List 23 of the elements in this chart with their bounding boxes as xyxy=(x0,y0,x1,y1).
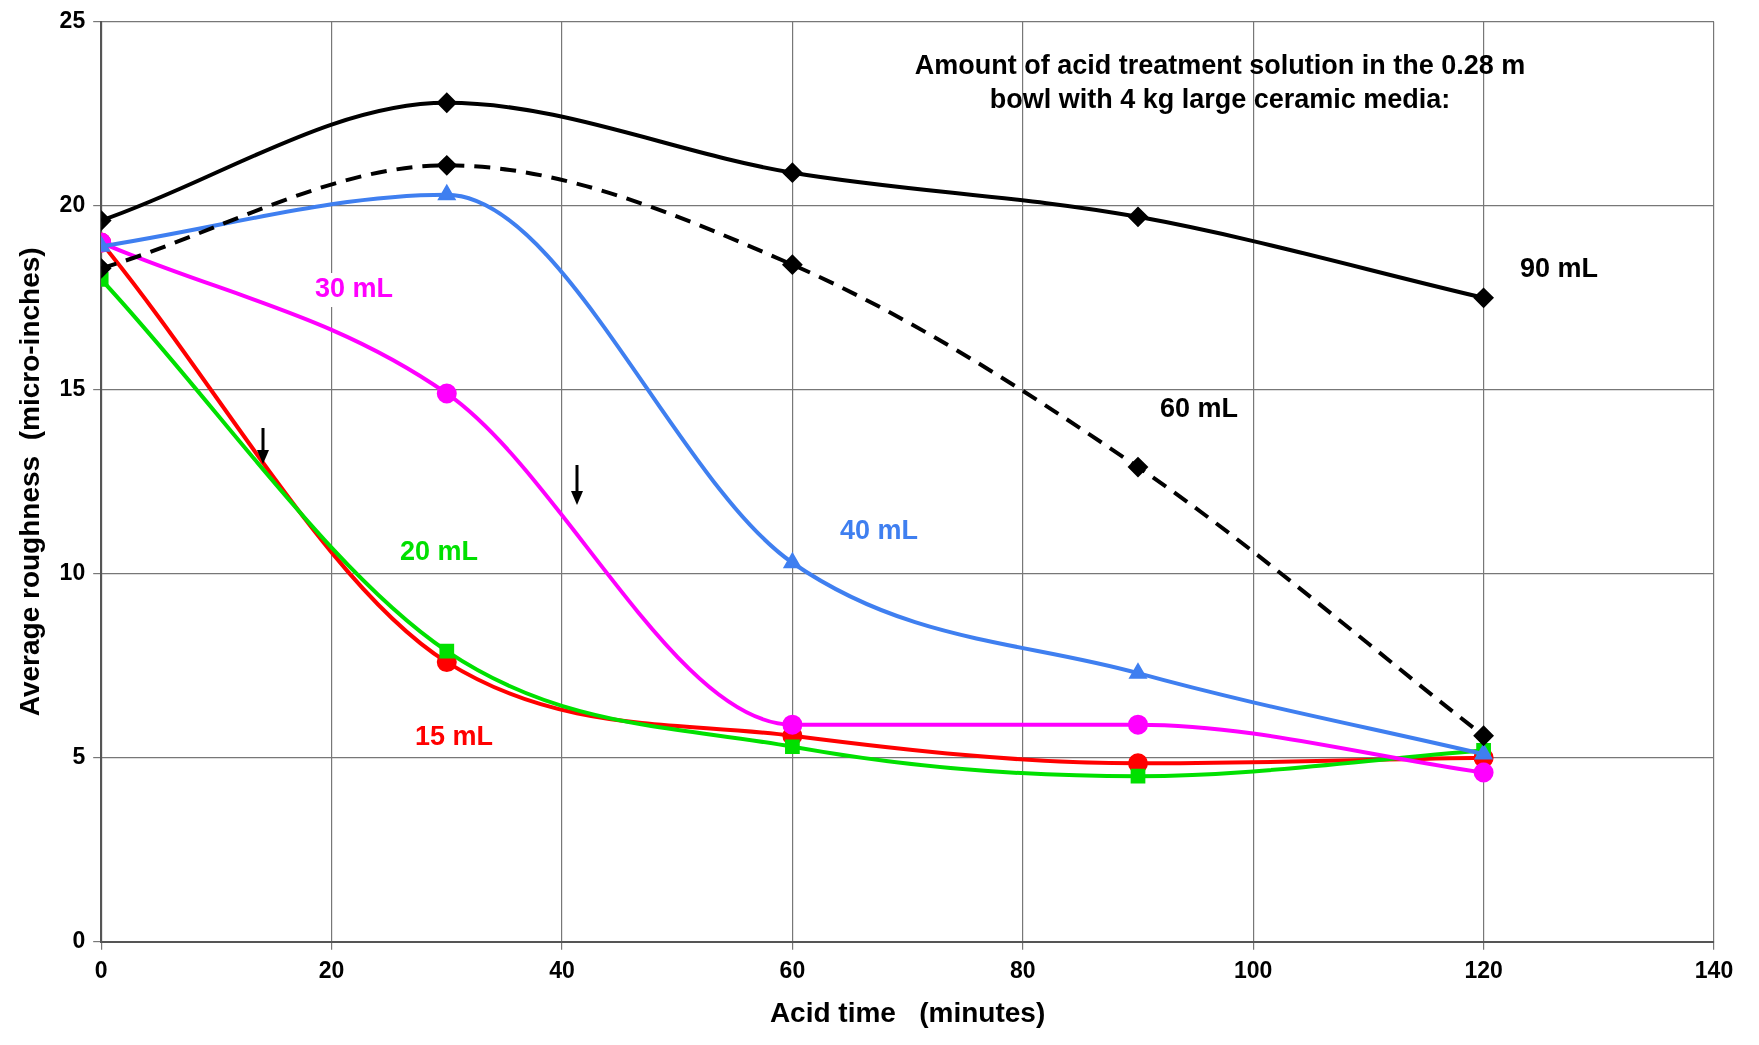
series-label: 90 mL xyxy=(1520,253,1599,284)
y-tick-label: 15 xyxy=(59,375,86,402)
y-tick-label: 0 xyxy=(72,927,86,954)
y-tick-label: 25 xyxy=(59,7,86,34)
series-label: 60 mL xyxy=(1160,393,1239,424)
x-tick-label: 60 xyxy=(779,956,806,983)
x-tick-label: 40 xyxy=(549,956,575,983)
series-label: 15 mL xyxy=(415,721,494,752)
x-tick-label: 120 xyxy=(1464,956,1503,983)
y-axis-title: Average roughness (micro-inches) xyxy=(13,247,45,717)
x-tick-label: 100 xyxy=(1234,956,1273,983)
x-axis-title: Acid time (minutes) xyxy=(769,996,1046,1028)
series-label: 20 mL xyxy=(400,536,479,567)
series-label: 40 mL xyxy=(840,515,919,546)
y-tick-label: 10 xyxy=(59,559,86,586)
y-tick-label: 5 xyxy=(72,743,86,770)
y-tick-label: 20 xyxy=(59,191,86,218)
x-tick-label: 0 xyxy=(94,956,108,983)
x-tick-label: 80 xyxy=(1010,956,1036,983)
x-tick-label: 20 xyxy=(318,956,345,983)
series-label: 30 mL xyxy=(315,273,394,304)
x-tick-label: 140 xyxy=(1694,956,1734,983)
text: Amount of acid treatment solution in the 0.28 m bowl with 4 kg large ceramic media: xyxy=(913,49,1527,116)
